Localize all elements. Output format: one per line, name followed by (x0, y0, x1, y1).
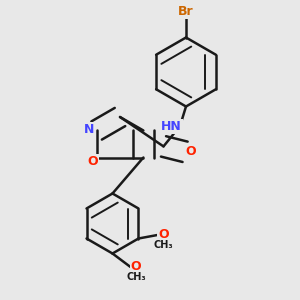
Text: O: O (158, 227, 169, 241)
Text: N: N (84, 123, 94, 136)
Text: CH₃: CH₃ (126, 272, 146, 282)
Text: CH₃: CH₃ (154, 239, 173, 250)
Text: HN: HN (161, 120, 182, 134)
Text: Br: Br (178, 4, 194, 18)
Text: O: O (185, 145, 196, 158)
Text: O: O (87, 155, 98, 168)
Text: O: O (130, 260, 141, 273)
